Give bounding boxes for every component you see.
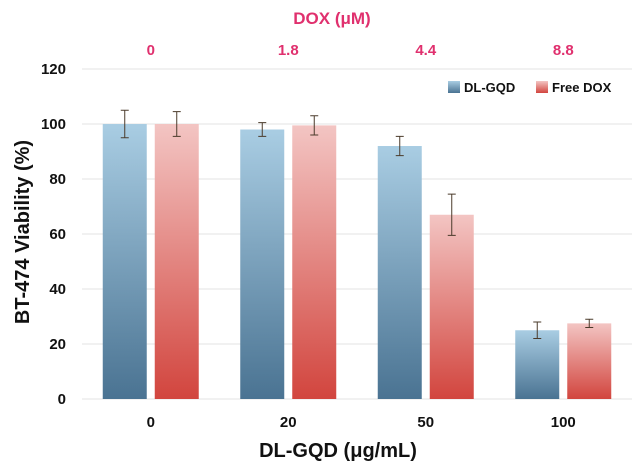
legend-label-free-dox: Free DOX: [552, 80, 612, 95]
y-tick-labels: 0 20 40 60 80 100 120: [41, 61, 66, 408]
x-tick-0: 0: [147, 414, 155, 431]
top-tick-8-8: 8.8: [553, 42, 574, 59]
bar-free-dox-50: [429, 214, 474, 399]
y-tick-40: 40: [49, 281, 66, 298]
bar-free-dox-100: [567, 323, 612, 399]
bar-dl-gqd-20: [240, 129, 285, 399]
error-bar-dl-gqd-100: [533, 321, 542, 339]
bars: [102, 124, 612, 399]
bar-dl-gqd-0: [102, 124, 147, 399]
legend-swatch-dl-gqd: [448, 81, 460, 93]
error-bar-free-dox-0: [172, 111, 181, 137]
x-tick-labels: 0 20 50 100: [147, 414, 576, 431]
y-tick-0: 0: [58, 391, 66, 408]
bar-free-dox-20: [292, 125, 337, 399]
error-bar-free-dox-100: [585, 318, 594, 328]
x-tick-50: 50: [417, 414, 434, 431]
bar-free-dox-0: [154, 124, 199, 399]
top-tick-labels: 0 1.8 4.4 8.8: [147, 42, 574, 59]
error-bar-dl-gqd-20: [258, 122, 267, 137]
y-tick-60: 60: [49, 226, 66, 243]
top-tick-0: 0: [147, 42, 155, 59]
legend: DL-GQD Free DOX: [448, 80, 612, 95]
top-tick-1-8: 1.8: [278, 42, 299, 59]
legend-swatch-free-dox: [536, 81, 548, 93]
y-tick-80: 80: [49, 171, 66, 188]
legend-label-dl-gqd: DL-GQD: [464, 80, 515, 95]
top-tick-4-4: 4.4: [415, 42, 437, 59]
y-tick-100: 100: [41, 116, 66, 133]
top-axis-label: DOX (μM): [293, 9, 370, 28]
y-tick-120: 120: [41, 61, 66, 78]
x-axis-label: DL-GQD (μg/mL): [259, 440, 417, 462]
error-bar-free-dox-50: [447, 193, 456, 236]
bar-dl-gqd-50: [377, 146, 422, 399]
error-bar-dl-gqd-0: [120, 109, 129, 139]
error-bars: [120, 109, 594, 339]
x-tick-20: 20: [280, 414, 297, 431]
y-tick-20: 20: [49, 336, 66, 353]
y-axis-label: BT-474 Viability (%): [12, 140, 34, 324]
x-tick-100: 100: [551, 414, 576, 431]
error-bar-dl-gqd-50: [395, 135, 404, 157]
error-bar-free-dox-20: [310, 115, 319, 136]
bar-dl-gqd-100: [515, 330, 560, 399]
